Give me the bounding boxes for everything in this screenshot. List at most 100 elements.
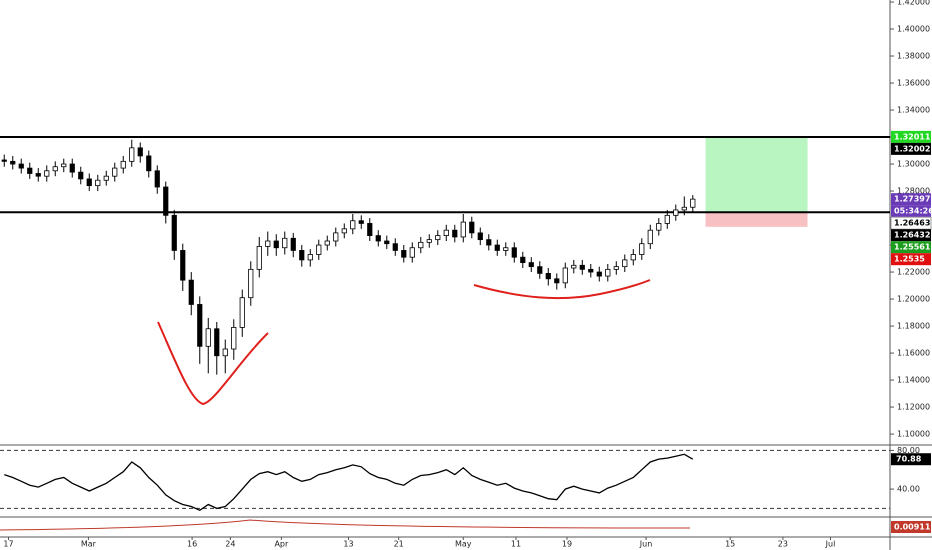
x-tick-label: 24 (225, 540, 235, 549)
x-tick-label: 15 (725, 540, 735, 549)
candle-body (409, 247, 415, 258)
candle-body (129, 147, 135, 162)
candle-body (10, 160, 16, 165)
candle-body (588, 268, 594, 273)
x-tick-label: 19 (562, 540, 572, 549)
annotation-curve (473, 279, 651, 300)
candle-body (188, 279, 194, 305)
candle-body (231, 327, 237, 350)
candle-body (639, 243, 645, 255)
y-tick-label: 1.28000 (897, 187, 930, 196)
candle-body (426, 239, 432, 243)
candle-body (78, 171, 84, 180)
y-tick-label: 1.12000 (897, 403, 930, 412)
candle-body (273, 240, 279, 249)
candle-body (350, 220, 356, 230)
rsi-value-label: 70.88 (896, 455, 922, 464)
lower-value-box (891, 521, 931, 533)
x-tick-label: 16 (187, 540, 197, 549)
candle-body (443, 229, 449, 236)
candle-body (103, 175, 109, 181)
candle-body (622, 259, 628, 268)
candle-body (137, 147, 143, 157)
lower-value-label: 0.00911 (894, 523, 931, 532)
candle-body (452, 229, 458, 238)
candle-body (324, 240, 330, 246)
x-tick-label: Jul (825, 540, 836, 549)
candle-body (486, 239, 492, 246)
price-label-box (891, 229, 931, 242)
annotation-curve (157, 321, 269, 406)
candle-body (18, 163, 24, 169)
candle-body (197, 304, 203, 347)
candle-body (35, 173, 41, 177)
candle-body (520, 256, 526, 263)
candle-body (146, 155, 152, 172)
x-tick-label: 13 (343, 540, 353, 549)
candle-body (537, 266, 543, 274)
x-tick-label: May (455, 540, 472, 549)
candle-body (469, 221, 475, 234)
y-tick-label: 1.16000 (897, 349, 930, 358)
price-label-box (891, 142, 931, 155)
rsi-value-box (891, 453, 931, 466)
candle-body (460, 221, 466, 238)
candle-body (367, 223, 373, 236)
target-zone (705, 136, 808, 212)
candle-body (435, 235, 441, 241)
price-label-box (891, 253, 931, 266)
countdown-box (891, 205, 931, 218)
candle-body (214, 328, 220, 357)
candle-body (163, 186, 169, 216)
candle-body (673, 209, 679, 216)
x-tick-label: Jun (639, 540, 653, 549)
price-label: 1.25561 (894, 243, 931, 252)
candle-body (95, 179, 101, 187)
candle-body (265, 240, 271, 247)
x-tick-label: Mar (81, 540, 97, 549)
price-label-box (891, 193, 931, 206)
price-label: 1.2535 (894, 255, 925, 264)
candle-body (545, 272, 551, 280)
candle-body (503, 247, 509, 251)
candle-body (384, 240, 390, 245)
candle-body (681, 206, 687, 211)
candle-body (375, 235, 381, 242)
candle-body (112, 167, 118, 177)
y-tick-label: 1.38000 (897, 52, 930, 61)
lower-indicator (0, 519, 691, 531)
candle-body (358, 220, 364, 224)
y-tick-label: 1.34000 (897, 106, 930, 115)
candle-body (333, 232, 339, 242)
x-tick-label: 11 (511, 540, 521, 549)
candle-body (571, 264, 577, 269)
candle-body (69, 163, 75, 173)
candle-body (171, 214, 177, 251)
candle-body (605, 268, 611, 277)
candle-body (27, 167, 33, 174)
candle-body (290, 237, 296, 251)
price-label-box (891, 241, 931, 254)
candle-body (205, 328, 211, 347)
candle-body (392, 243, 398, 251)
x-tick-label: 21 (394, 540, 404, 549)
candle-body (418, 241, 424, 249)
candle-body (44, 170, 50, 177)
candle-body (494, 244, 500, 251)
candle-body (248, 268, 254, 299)
x-tick-label: 17 (3, 540, 13, 549)
x-tick-label: 23 (778, 540, 788, 549)
candle-body (656, 223, 662, 231)
candle-body (239, 297, 245, 328)
candle-body (282, 237, 288, 249)
price-label: 1.32011 (894, 132, 931, 141)
price-label: 1.26432 (894, 231, 930, 240)
candle-body (52, 166, 58, 172)
y-tick-label: 1.20000 (897, 295, 930, 304)
candle-body (554, 278, 560, 284)
candle-body (86, 178, 92, 187)
candle-body (579, 264, 585, 270)
candle-body (307, 254, 313, 261)
